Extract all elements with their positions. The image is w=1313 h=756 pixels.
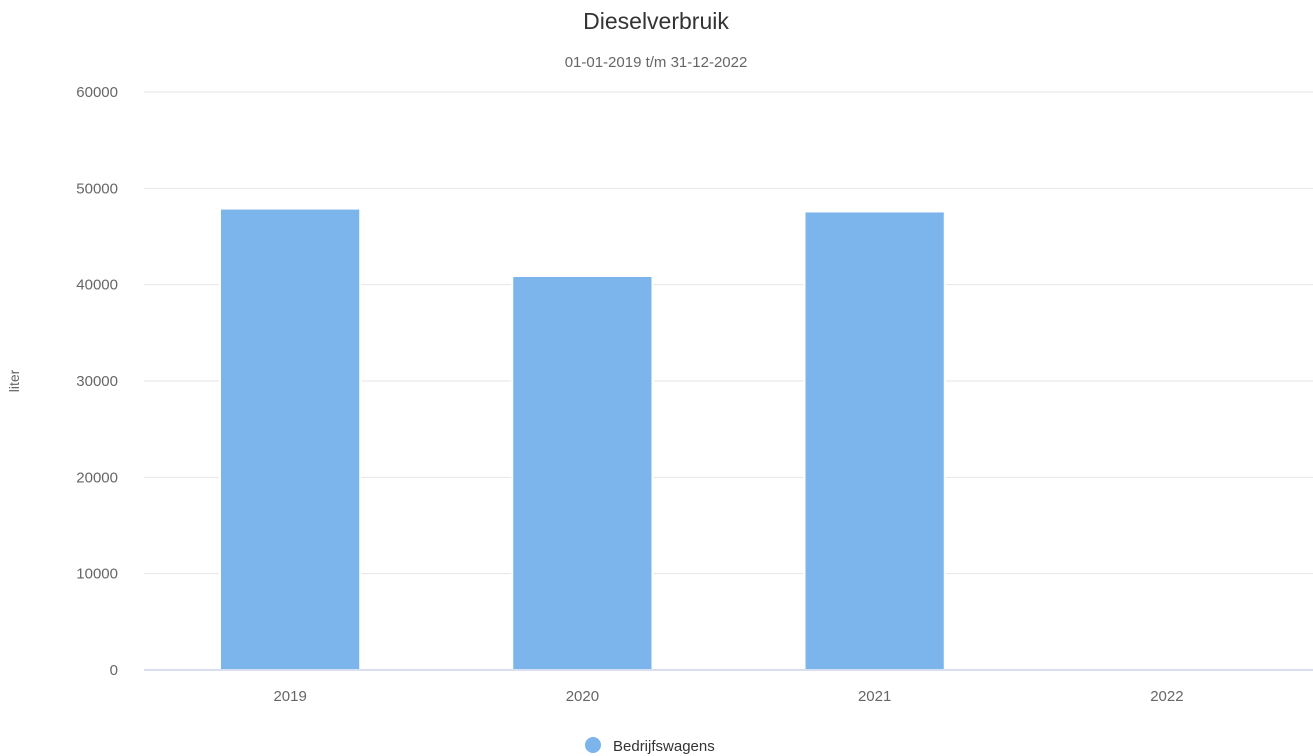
x-tick-label: 2020 xyxy=(566,688,599,705)
y-tick-label: 30000 xyxy=(76,373,118,390)
x-tick-label: 2022 xyxy=(1150,688,1183,705)
bar-2021[interactable] xyxy=(803,210,946,671)
legend-marker-icon xyxy=(585,737,601,753)
x-tick-label: 2021 xyxy=(858,688,891,705)
bar-series xyxy=(218,207,946,672)
x-tick-label: 2019 xyxy=(273,688,306,705)
y-axis-title: liter xyxy=(6,369,22,392)
y-tick-label: 0 xyxy=(110,662,118,679)
y-tick-label: 50000 xyxy=(76,180,118,197)
y-tick-label: 10000 xyxy=(76,566,118,583)
y-axis-ticks: 0 10000 20000 30000 40000 50000 60000 xyxy=(76,84,118,679)
y-tick-label: 60000 xyxy=(76,84,118,101)
y-tick-label: 20000 xyxy=(76,469,118,486)
chart-subtitle: 01-01-2019 t/m 31-12-2022 xyxy=(565,54,748,71)
legend-label[interactable]: Bedrijfswagens xyxy=(613,738,715,755)
bar-2020[interactable] xyxy=(511,274,654,671)
legend[interactable]: Bedrijfswagens xyxy=(585,737,715,755)
y-tick-label: 40000 xyxy=(76,277,118,294)
chart-title: Dieselverbruik xyxy=(583,8,729,34)
bar-2019[interactable] xyxy=(218,207,362,672)
x-axis-ticks: 2019 2020 2021 2022 xyxy=(273,688,1183,705)
